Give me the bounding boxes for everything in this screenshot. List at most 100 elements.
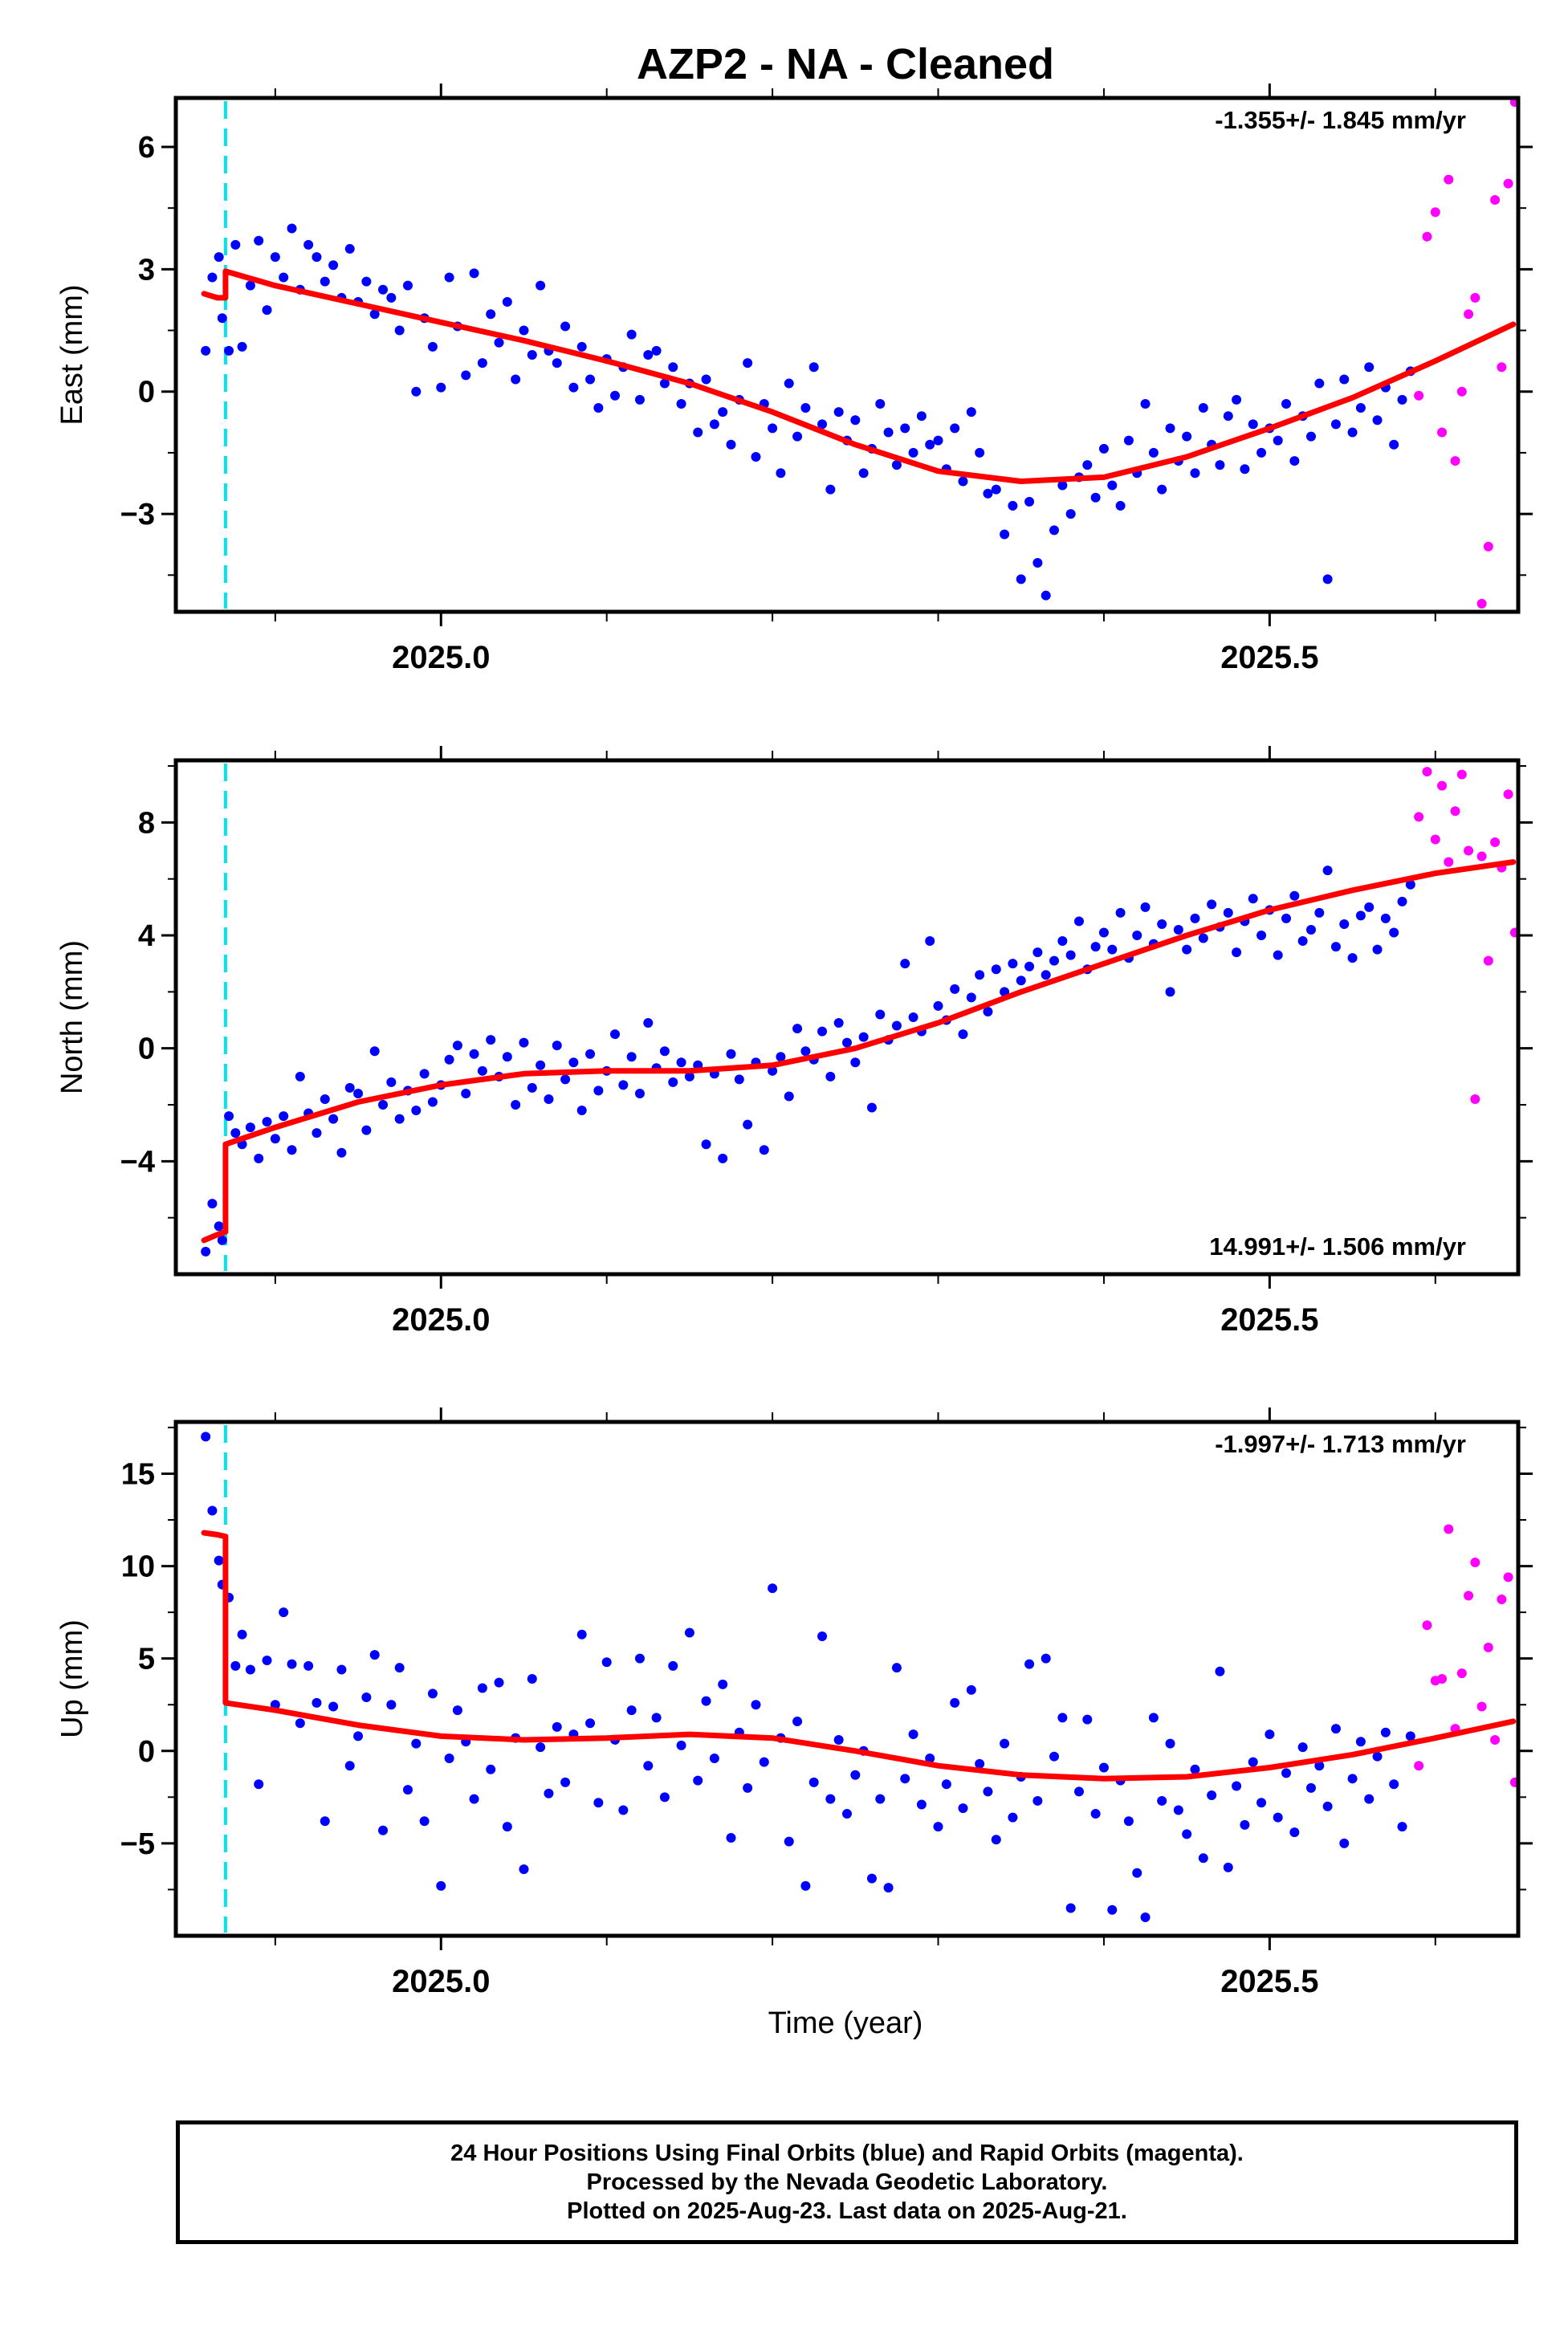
final-orbit-point (883, 427, 894, 438)
final-orbit-point (833, 407, 844, 418)
final-orbit-point (1123, 1816, 1134, 1827)
final-orbit-point (1157, 484, 1167, 495)
final-orbit-point (610, 1029, 621, 1040)
final-orbit-point (1232, 1781, 1242, 1791)
final-orbit-point (676, 398, 686, 409)
final-orbit-point (287, 1145, 297, 1155)
final-orbit-point (361, 1693, 372, 1703)
final-orbit-point (1165, 1738, 1175, 1749)
final-orbit-point (1339, 919, 1350, 929)
final-orbit-point (502, 296, 512, 307)
final-orbit-point (1057, 936, 1068, 947)
final-orbit-point (950, 423, 960, 434)
final-orbit-point (1182, 431, 1192, 442)
final-orbit-point (601, 1657, 612, 1668)
final-orbit-point (676, 1057, 686, 1068)
final-orbit-point (659, 1046, 670, 1057)
final-orbit-point (245, 1664, 255, 1675)
final-orbit-point (1165, 423, 1175, 434)
final-orbit-point (1256, 1798, 1267, 1808)
final-orbit-point (1016, 574, 1026, 585)
y-tick-label: 8 (138, 806, 155, 840)
final-orbit-point (1008, 959, 1018, 969)
final-orbit-point (230, 1660, 241, 1671)
final-orbit-point (237, 1629, 247, 1640)
final-orbit-point (743, 1119, 753, 1130)
final-orbit-point (585, 1049, 596, 1059)
final-orbit-point (759, 1145, 769, 1155)
final-orbit-point (1032, 947, 1043, 958)
y-tick-label: 0 (138, 376, 155, 409)
rapid-orbit-point (1464, 845, 1474, 856)
final-orbit-point (1215, 460, 1225, 470)
final-orbit-point (900, 1774, 910, 1784)
final-orbit-point (237, 341, 247, 352)
final-orbit-point (1372, 1751, 1383, 1762)
plot-frame (173, 758, 1521, 1277)
final-orbit-point (207, 1505, 218, 1516)
final-orbit-point (1140, 902, 1151, 912)
final-orbit-point (312, 1697, 322, 1708)
final-orbit-point (784, 1091, 794, 1102)
final-orbit-point (1041, 590, 1051, 601)
final-orbit-point (1372, 944, 1383, 955)
final-orbit-point (1198, 1853, 1208, 1864)
final-orbit-point (328, 1114, 339, 1124)
final-orbit-point (254, 1153, 264, 1163)
final-orbit-point (776, 468, 786, 479)
rapid-orbit-point (1470, 292, 1480, 303)
final-orbit-point (214, 252, 224, 263)
final-orbit-point (436, 382, 446, 393)
final-orbit-point (958, 476, 968, 487)
final-orbit-point (1305, 1782, 1316, 1793)
final-orbit-point (900, 423, 910, 434)
final-orbit-point (320, 276, 330, 287)
rapid-orbit-point (1437, 1674, 1448, 1684)
final-orbit-point (1190, 913, 1200, 923)
final-orbit-point (643, 1761, 654, 1771)
final-orbit-point (1248, 894, 1258, 904)
final-orbit-point (933, 1822, 943, 1832)
rapid-orbit-point (1470, 1557, 1480, 1567)
final-orbit-point (850, 415, 861, 426)
final-orbit-point (925, 936, 935, 947)
final-orbit-point (1289, 456, 1300, 466)
final-orbit-point (1073, 1786, 1084, 1797)
final-orbit-point (560, 1777, 571, 1787)
final-orbit-point (1397, 394, 1407, 405)
final-orbit-point (452, 1041, 462, 1051)
final-orbit-point (519, 1864, 529, 1875)
final-orbit-point (1115, 500, 1126, 511)
final-orbit-point (568, 1057, 579, 1068)
final-orbit-point (1000, 1738, 1010, 1749)
final-orbit-point (800, 1880, 811, 1891)
final-orbit-point (217, 313, 227, 324)
final-orbit-point (1397, 896, 1407, 906)
final-orbit-point (1240, 464, 1250, 475)
final-orbit-point (1016, 976, 1026, 986)
final-orbit-point (1322, 866, 1333, 876)
final-orbit-point (1405, 879, 1415, 890)
final-orbit-point (593, 1798, 604, 1808)
final-orbit-point (875, 1009, 886, 1020)
final-orbit-point (270, 1134, 280, 1144)
rapid-orbit-point (1422, 231, 1432, 242)
final-orbit-point (436, 1880, 446, 1891)
final-orbit-point (1207, 1790, 1217, 1801)
final-orbit-point (224, 1111, 234, 1122)
x-tick-label: 2025.5 (1220, 640, 1318, 675)
final-orbit-point (568, 382, 579, 393)
final-orbit-point (303, 1660, 314, 1671)
final-orbit-point (792, 431, 803, 442)
final-orbit-point (958, 1803, 968, 1814)
final-orbit-point (1132, 931, 1142, 941)
final-orbit-point (825, 484, 836, 495)
final-orbit-point (701, 374, 711, 385)
final-orbit-point (411, 386, 422, 397)
rapid-orbit-point (1414, 390, 1424, 401)
final-orbit-point (1082, 460, 1093, 470)
final-orbit-point (817, 1631, 828, 1642)
final-orbit-point (734, 1074, 744, 1085)
final-orbit-point (800, 403, 811, 413)
final-orbit-point (201, 1246, 211, 1257)
